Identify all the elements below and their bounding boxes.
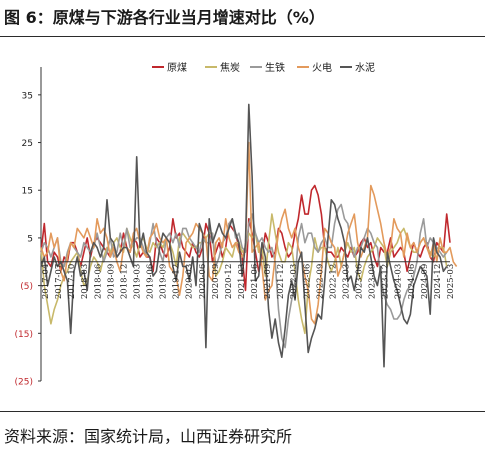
series-line-5 (40, 103, 448, 368)
x-tick: 2020-12 (224, 264, 234, 299)
x-tick-label: 2021-03 (237, 264, 247, 299)
x-tick-label: 2017-07 (54, 264, 64, 299)
x-tick: 2020-06 (198, 264, 208, 299)
y-tick-label: (15) (15, 330, 33, 340)
legend-label: 火电 (312, 61, 332, 74)
x-tick: 2024-09 (420, 264, 430, 299)
x-tick-label: 2021-06 (250, 264, 260, 299)
x-tick: 2025-03 (446, 264, 456, 299)
x-tick-label: 2019-06 (146, 264, 156, 299)
x-tick: 2019-06 (146, 264, 156, 299)
x-tick: 2019-09 (159, 264, 169, 299)
x-tick: 2018-06 (93, 264, 103, 299)
legend-label: 生铁 (265, 61, 285, 74)
x-tick-label: 2019-03 (133, 264, 143, 299)
x-tick: 2023-03 (342, 264, 352, 299)
x-tick-label: 2018-09 (106, 264, 116, 299)
legend-label: 焦炭 (220, 61, 240, 74)
x-tick: 2023-06 (355, 264, 365, 299)
x-tick: 2018-03 (80, 264, 90, 299)
y-tick-label: 35 (22, 91, 33, 101)
x-tick: 2017-10 (67, 264, 77, 299)
x-tick: 2019-03 (133, 264, 143, 299)
x-tick-label: 2018-06 (93, 264, 103, 299)
x-tick-label: 2020-03 (185, 264, 195, 299)
x-tick-label: 2022-03 (289, 264, 299, 299)
x-tick-label: 2023-06 (355, 264, 365, 299)
x-tick: 2023-09 (368, 264, 378, 299)
x-tick: 2021-03 (237, 264, 247, 299)
x-tick-label: 2023-12 (381, 264, 391, 299)
x-tick-label: 2020-09 (211, 264, 221, 299)
x-tick-label: 2023-03 (342, 264, 352, 299)
legend: 原煤 焦炭 生铁 火电 水泥 (152, 61, 375, 74)
x-tick: 2020-09 (211, 264, 221, 299)
x-tick-label: 2024-06 (407, 264, 417, 299)
source-note: 资料来源：国家统计局，山西证券研究所 (4, 427, 293, 446)
x-tick: 2021-09 (263, 264, 273, 299)
x-tick: 2022-09 (315, 264, 325, 299)
x-tick-label: 2024-03 (394, 264, 404, 299)
x-tick: 2024-06 (407, 264, 417, 299)
y-tick-label: (5) (20, 282, 33, 292)
x-tick: 2024-12 (433, 264, 443, 299)
x-tick: 2017-04 (41, 264, 51, 299)
x-tick: 2019-12 (172, 264, 182, 299)
series-layer (40, 103, 458, 368)
x-tick-label: 2022-06 (302, 264, 312, 299)
x-tick: 2018-09 (106, 264, 116, 299)
x-tick: 2017-07 (54, 264, 64, 299)
legend-label: 原煤 (167, 61, 187, 74)
x-tick: 2020-03 (185, 264, 195, 299)
x-tick-label: 2024-09 (420, 264, 430, 299)
y-tick-label: 15 (22, 187, 33, 197)
y-tick-label: 25 (22, 139, 33, 149)
x-tick-label: 2021-09 (263, 264, 273, 299)
legend-label: 水泥 (355, 61, 375, 74)
x-tick: 2022-03 (289, 264, 299, 299)
bottom-rule (0, 411, 485, 412)
x-tick-label: 2025-03 (446, 264, 456, 299)
x-tick: 2021-12 (276, 264, 286, 299)
x-tick-label: 2019-09 (159, 264, 169, 299)
series-line-1 (40, 184, 451, 292)
x-tick-label: 2018-12 (119, 264, 129, 299)
x-tick: 2021-06 (250, 264, 260, 299)
x-tick-label: 2020-06 (198, 264, 208, 299)
y-tick-label: 5 (27, 234, 33, 244)
x-tick-label: 2022-12 (328, 264, 338, 299)
figure-title: 图 6：原煤与下游各行业当月增速对比（%） (4, 8, 325, 27)
x-tick: 2023-12 (381, 264, 391, 299)
x-tick-label: 2020-12 (224, 264, 234, 299)
x-tick-label: 2017-10 (67, 264, 77, 299)
x-tick-label: 2022-09 (315, 264, 325, 299)
x-tick: 2024-03 (394, 264, 404, 299)
x-tick: 2022-12 (328, 264, 338, 299)
x-tick-label: 2017-04 (41, 264, 51, 299)
x-tick-label: 2019-12 (172, 264, 182, 299)
top-rule (0, 36, 485, 37)
x-tick: 2022-06 (302, 264, 312, 299)
x-axis: 2017-04 2017-07 2017-10 2018-03 2018-06 2018-… (41, 261, 456, 299)
x-tick-label: 2018-03 (80, 264, 90, 299)
y-tick-label: (25) (15, 378, 33, 388)
x-tick-label: 2021-12 (276, 264, 286, 299)
x-tick: 2018-12 (119, 264, 129, 299)
x-tick-label: 2024-12 (433, 264, 443, 299)
x-tick-label: 2023-09 (368, 264, 378, 299)
y-axis: 35 25 15 5 (5) (15) (25) (15, 67, 42, 388)
